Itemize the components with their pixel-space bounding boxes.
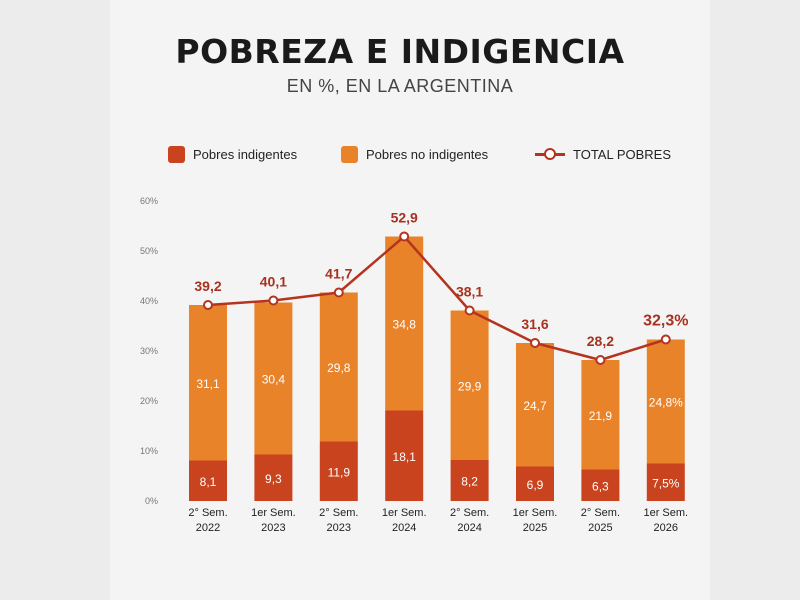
legend-swatch-indigentes <box>168 146 185 163</box>
value-label-indigentes: 18,1 <box>393 450 417 464</box>
bar-no-indigentes <box>319 292 358 442</box>
chart-title: POBREZA E INDIGENCIA <box>175 32 625 71</box>
value-label-no-indigentes: 34,8 <box>393 318 417 332</box>
total-pobres-label: 40,1 <box>260 274 287 290</box>
bar-indigentes <box>450 460 489 501</box>
x-tick-label-period: 2° Sem. <box>450 507 489 519</box>
bar-indigentes <box>646 463 685 501</box>
total-pobres-label: 38,1 <box>456 284 483 300</box>
total-pobres-label: 31,6 <box>521 316 548 332</box>
x-tick-label-year: 2022 <box>196 522 220 534</box>
legend-item-indigentes: Pobres indigentes <box>168 146 297 163</box>
total-pobres-label: 28,2 <box>587 333 614 349</box>
value-label-indigentes: 8,2 <box>461 475 478 489</box>
x-tick-label-year: 2023 <box>327 522 351 534</box>
x-tick-label-period: 2° Sem. <box>581 507 620 519</box>
total-pobres-point <box>595 355 606 365</box>
value-label-indigentes: 11,9 <box>328 465 351 479</box>
legend-line-swatch-total <box>535 146 565 163</box>
bar-indigentes <box>254 454 293 501</box>
total-pobres-line <box>207 235 667 362</box>
total-pobres-point <box>203 300 213 310</box>
x-tick-label-period: 2° Sem. <box>319 507 358 519</box>
x-tick-label-year: 2024 <box>392 522 416 534</box>
x-tick-label-year: 2024 <box>457 522 481 534</box>
x-tick-label-year: 2025 <box>588 522 612 534</box>
value-label-indigentes: 6,9 <box>527 478 544 492</box>
x-tick-label-period: 1er Sem. <box>513 507 558 519</box>
bar-no-indigentes <box>189 305 227 461</box>
bar-no-indigentes <box>646 339 685 464</box>
y-tick-label: 0% <box>145 496 158 506</box>
bar-no-indigentes <box>581 360 620 470</box>
value-label-no-indigentes: 24,7 <box>523 399 547 413</box>
total-pobres-point <box>399 231 410 242</box>
value-label-no-indigentes: 21,9 <box>589 409 613 423</box>
value-label-indigentes: 7,5% <box>652 476 680 490</box>
chart-subtitle: EN %, EN LA ARGENTINA <box>286 76 514 96</box>
bar-no-indigentes <box>385 236 424 411</box>
x-tick-label-year: 2023 <box>261 522 285 534</box>
value-label-indigentes: 8,1 <box>200 475 217 489</box>
legend-label-no-indigentes: Pobres no indigentes <box>366 147 489 162</box>
bar-indigentes <box>516 466 554 501</box>
x-tick-label-year: 2026 <box>654 522 678 534</box>
value-label-no-indigentes: 29,9 <box>458 379 482 393</box>
total-pobres-label: 39,2 <box>194 278 221 294</box>
total-pobres-point <box>660 334 671 345</box>
value-label-no-indigentes: 29,8 <box>327 361 351 375</box>
bar-no-indigentes <box>516 343 554 467</box>
y-tick-label: 40% <box>140 296 158 306</box>
bar-indigentes <box>319 441 358 501</box>
total-pobres-label: 32,3% <box>643 313 688 330</box>
y-tick-label: 20% <box>140 396 158 406</box>
total-pobres-label: 52,9 <box>391 210 418 226</box>
total-pobres-point <box>333 287 344 298</box>
x-tick-label-period: 1er Sem. <box>251 507 296 519</box>
value-label-no-indigentes: 31,1 <box>196 377 220 391</box>
x-tick-label-year: 2025 <box>523 522 547 534</box>
value-label-no-indigentes: 24,8% <box>649 396 683 410</box>
total-pobres-point <box>268 295 279 306</box>
y-tick-label: 50% <box>140 246 158 256</box>
legend-label-total: TOTAL POBRES <box>573 147 672 162</box>
total-pobres-point <box>464 305 475 316</box>
value-label-indigentes: 9,3 <box>265 472 282 486</box>
total-pobres-label: 41,7 <box>325 266 352 282</box>
x-tick-label-period: 1er Sem. <box>643 507 688 519</box>
value-label-indigentes: 6,3 <box>592 479 609 493</box>
legend-swatch-no-indigentes <box>341 146 358 163</box>
y-tick-label: 60% <box>140 196 158 206</box>
x-tick-label-period: 2° Sem. <box>188 507 227 519</box>
x-tick-label-period: 1er Sem. <box>382 507 427 519</box>
bar-indigentes <box>385 410 424 501</box>
legend-item-no-indigentes: Pobres no indigentes <box>341 146 488 163</box>
y-tick-label: 10% <box>140 446 158 456</box>
bar-no-indigentes <box>450 310 489 460</box>
total-pobres-point <box>530 338 540 348</box>
legend-label-indigentes: Pobres indigentes <box>193 147 298 162</box>
bar-indigentes <box>189 460 227 501</box>
legend-item-total: TOTAL POBRES <box>535 146 671 163</box>
bar-no-indigentes <box>254 302 293 455</box>
bar-indigentes <box>581 469 620 501</box>
value-label-no-indigentes: 30,4 <box>262 373 286 387</box>
y-tick-label: 30% <box>140 346 158 356</box>
